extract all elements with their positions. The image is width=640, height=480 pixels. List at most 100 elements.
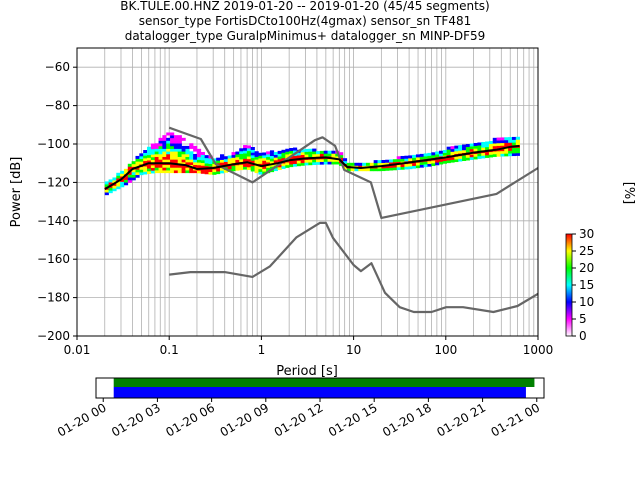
density-cell [269,161,275,165]
density-cell [515,150,520,154]
density-cell [166,167,171,171]
density-cell [154,143,159,147]
density-cell [170,137,175,141]
density-cell [173,145,179,149]
density-cell [150,148,155,152]
density-cell [266,156,271,160]
density-cell [312,162,317,166]
series-noise-model-high [168,126,539,219]
density-cell [323,161,328,165]
density-cell [327,161,332,165]
density-cell [127,166,132,170]
density-cell [208,158,213,162]
density-cell [177,170,182,174]
density-cell [262,152,267,156]
density-cell [200,162,205,166]
density-cell [469,148,474,152]
density-cell [423,156,428,160]
density-cell [435,162,440,166]
density-cell [181,162,186,166]
availability-x-axis: 01-20 00 01-20 03 01-20 06 01-20 09 01-20 12… [55,398,542,440]
density-cell [243,166,248,170]
density-cell [438,153,444,157]
density-cell [177,167,182,171]
density-cell [170,143,175,147]
density-cell [193,162,198,166]
density-cell [515,139,520,143]
density-cell [431,154,436,158]
density-cell [147,154,152,158]
density-cell [496,137,501,141]
density-cell [239,159,244,163]
density-cell [135,155,140,159]
density-cell [204,157,209,161]
density-cell [250,149,255,153]
density-cell [454,159,459,163]
density-cell [147,146,152,150]
density-cell [162,170,167,174]
density-cell [408,155,413,159]
density-cell [166,170,171,174]
density-cell [300,162,305,166]
density-cell [193,159,198,163]
density-cell [254,170,259,174]
density-cell [381,159,386,163]
density-cell [196,162,202,166]
density-cell [469,156,474,160]
density-cell [189,153,194,157]
density-cell [492,143,497,147]
density-cell [200,151,205,155]
density-cell [511,136,517,140]
density-cell [469,146,474,150]
density-cell [196,148,202,152]
density-cell [173,159,179,163]
density-cell [166,156,171,160]
density-cell [400,155,405,159]
density-cell [150,165,155,169]
density-cell [492,153,497,157]
density-cell [216,168,221,172]
density-cell [216,171,221,175]
density-cell [150,146,155,150]
density-cell [181,159,186,163]
density-cell [511,139,517,143]
density-cell [220,154,225,158]
density-cell [316,161,321,165]
density-cell [173,143,179,147]
density-cell [316,159,321,163]
density-cell [154,170,159,174]
density-cell [385,167,390,171]
density-cell [235,164,240,168]
density-cell [319,153,325,157]
density-cell [419,161,424,165]
density-cell [281,163,286,167]
density-cell [189,156,194,160]
density-cell [488,143,494,147]
density-cell [158,137,163,141]
density-cell [204,163,209,167]
density-cell [231,168,236,172]
density-cell [162,159,167,163]
density-cell [281,165,286,169]
x-tick-label: 1 [258,343,266,357]
density-cell [396,166,401,170]
density-cell [139,158,144,162]
density-cell [515,142,520,146]
density-cell [193,153,198,157]
density-cell [427,163,432,167]
density-cell [362,162,367,166]
density-cell [342,158,348,162]
y-tick-label: −80 [45,99,70,113]
density-cell [446,160,451,164]
density-cell [492,137,497,141]
density-cell [223,161,228,165]
density-cell [515,136,520,140]
density-cell [396,158,401,162]
density-cell [331,158,336,162]
density-cell [465,144,471,148]
density-cell [481,144,486,148]
density-cell [177,145,182,149]
density-cell [147,152,152,156]
availability-bar-data [113,378,535,387]
series-noise-model-low [169,221,539,314]
